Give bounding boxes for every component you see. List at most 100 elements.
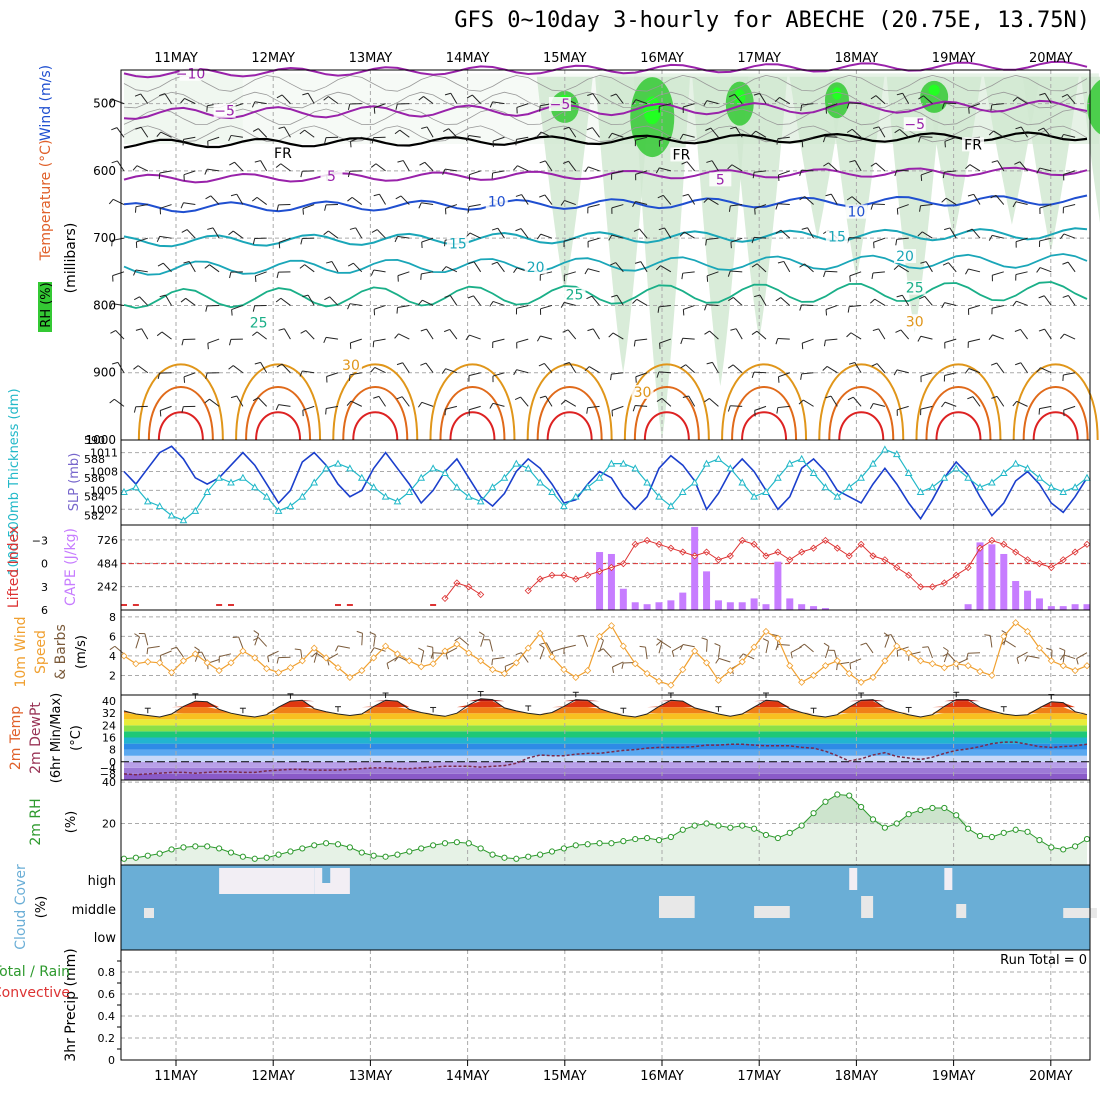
rh2m-point — [251, 855, 258, 862]
wind-barb — [712, 362, 719, 373]
wind-barb — [616, 294, 624, 306]
wind-barb — [664, 227, 672, 239]
wind10m-speed-point — [928, 660, 937, 668]
lifted-index-cape-panel: −3 0 3 6 242 484 726 Lifted Index CAPE (J/kg) — [6, 524, 1091, 617]
precip-tick-label: 0 — [108, 1054, 115, 1067]
wind-barb — [255, 271, 267, 277]
wind-barb — [378, 396, 386, 407]
wind-barb-feather — [632, 298, 638, 304]
wind-barb — [278, 237, 291, 243]
wind-barb-feather — [252, 197, 258, 202]
wind-barb-feather — [919, 205, 921, 212]
contour-label: 20 — [896, 249, 914, 265]
wind-barb — [565, 399, 577, 407]
thickness-point — [928, 483, 937, 491]
wind-barb — [112, 198, 125, 205]
wind-barb-feather — [799, 304, 803, 311]
wind-barb-feather — [300, 330, 307, 334]
wind-barb — [351, 196, 363, 205]
wind-barb-feather — [941, 197, 947, 203]
cape-bar — [988, 544, 996, 610]
wind-barb-feather — [324, 296, 330, 301]
wind10m-barb — [865, 642, 874, 654]
precip-frame — [120, 949, 1091, 1061]
li-tick-label: 0 — [41, 558, 48, 571]
wind-barb-feather — [1038, 295, 1045, 299]
temp-diurnal-arch — [731, 386, 798, 441]
wind-barb — [1067, 261, 1076, 273]
wind-barb — [232, 365, 244, 374]
wind10m-tick-label: 4 — [109, 650, 116, 663]
cloud-patch — [144, 908, 154, 918]
thickness-point — [369, 483, 378, 491]
wind-barb-feather — [728, 296, 734, 302]
wind-barb — [753, 371, 767, 374]
wind10m-speed-point — [370, 654, 378, 662]
wind-barb-feather — [988, 235, 993, 241]
wind10m-barb — [545, 642, 553, 654]
wind-barb — [399, 129, 410, 138]
thickness-point — [560, 502, 568, 510]
wind-barb-feather — [752, 172, 755, 179]
temp-diurnal-arch — [245, 386, 312, 441]
thickness-point — [750, 492, 758, 500]
cloud-patch — [219, 868, 315, 894]
li-tick-label: 6 — [41, 604, 48, 617]
wind10m-barb — [480, 635, 485, 647]
wind-barb — [468, 372, 481, 377]
rh2m-point — [1036, 837, 1043, 844]
wind-barb-feather — [799, 169, 803, 176]
wind-barb — [164, 93, 172, 104]
rh2m-point — [132, 854, 139, 861]
wind-barb — [231, 304, 244, 311]
wind10m-speed-point — [203, 659, 211, 667]
wind-barb-feather — [801, 227, 808, 230]
wind-barb-feather — [159, 93, 166, 97]
wind-barb — [473, 295, 482, 306]
cloud-patch — [1063, 908, 1097, 918]
wind-barb-feather — [302, 208, 304, 215]
rh2m-point — [501, 854, 508, 861]
wind10m-speed-point — [310, 644, 318, 652]
thickness-tick-label: 588 — [84, 453, 105, 466]
rh2m-point — [929, 804, 936, 812]
wind-barb-feather — [681, 161, 688, 165]
wind-barb — [183, 136, 196, 140]
wind-barb-feather — [276, 363, 283, 368]
top-date-label: 13MAY — [349, 51, 393, 66]
wind10m-speed-point — [750, 643, 758, 651]
wind-barb-feather — [300, 171, 303, 178]
wind-barb-feather — [823, 271, 826, 278]
wind-barb — [468, 135, 481, 138]
wind-barb-feather — [394, 236, 398, 243]
wind-barb — [921, 231, 933, 239]
wind-barb — [920, 204, 933, 207]
cape-bar — [821, 608, 829, 610]
wind-barb — [183, 372, 196, 378]
wind-barb-feather — [730, 328, 737, 331]
wind10m-speed-point — [726, 667, 734, 675]
wind-barb — [662, 194, 672, 205]
rh2m-point — [430, 842, 437, 849]
wind-barb-feather — [894, 128, 900, 134]
wind10m-speed-point — [869, 673, 877, 681]
upper-ylabel-temp: Temperature (°C) — [38, 140, 54, 262]
wind10m-barb-feather — [621, 662, 624, 669]
thickness-point — [964, 473, 972, 481]
rh2m-point — [120, 855, 128, 862]
wind-barb — [260, 362, 268, 373]
wind-barb — [112, 99, 125, 105]
wind10m-barb — [338, 645, 350, 649]
wind-barb — [445, 266, 458, 273]
wind-barb-feather — [705, 127, 712, 131]
wind10m-barb — [539, 647, 545, 660]
wind10m-barb — [927, 646, 933, 659]
temp-tick-label: 0 — [109, 756, 116, 769]
wind10m-barb-feather — [327, 659, 330, 666]
wind-barb-feather — [252, 128, 259, 132]
wind-barb — [659, 167, 672, 172]
wind-barb-feather — [159, 410, 162, 417]
wind-barb — [568, 160, 577, 172]
wind-barb — [944, 372, 957, 376]
wind-barb — [160, 204, 172, 209]
